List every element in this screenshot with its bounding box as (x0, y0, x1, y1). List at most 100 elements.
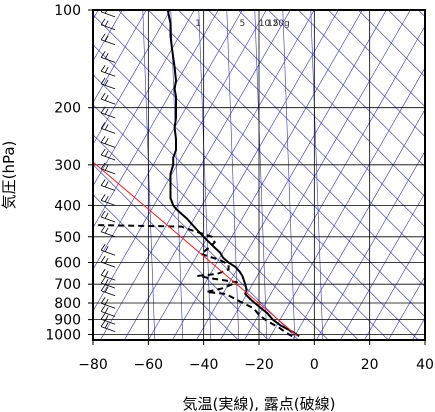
wind-barb-flag (104, 53, 109, 60)
wind-barb-flag (104, 94, 109, 101)
x-tick-label: −60 (134, 357, 164, 373)
mixing-ratio-label: 15 (267, 19, 278, 29)
wind-barb-flag (100, 210, 106, 218)
dewpoint-line (93, 224, 293, 338)
temperature-line (166, 10, 300, 338)
x-tick-label: 20 (361, 357, 379, 373)
y-tick-label: 500 (54, 230, 81, 246)
blue-curve-line (93, 74, 359, 340)
y-axis-title: 気圧(hPa) (0, 141, 18, 210)
y-tick-label: 700 (54, 277, 81, 293)
wind-barb-staff (100, 98, 116, 105)
wind-barb-flag (104, 20, 109, 27)
y-tick-label: 100 (54, 3, 81, 19)
grid (93, 10, 425, 340)
wind-barb (100, 313, 116, 325)
blue-curve-line (418, 10, 425, 18)
wind-barb-staff (100, 261, 116, 268)
blue-diagonal-line (292, 108, 425, 340)
blue-diagonal-line (268, 67, 425, 340)
wind-barb-flag (100, 255, 106, 263)
wind-barb-staff (100, 318, 116, 325)
wind-barb-flag (104, 270, 109, 277)
mixing-ratio-line (142, 10, 156, 340)
wind-barb (100, 296, 116, 309)
wind-barb (100, 284, 116, 297)
wind-barb-flag (104, 315, 109, 321)
wind-barb-flag (104, 196, 109, 203)
wind-barb (100, 320, 116, 333)
wind-barb-flag (100, 106, 106, 114)
wind-barb-flag (100, 122, 106, 129)
wind-barb-staff (100, 249, 116, 256)
blue-diagonal-line (196, 10, 387, 340)
y-tick-label: 200 (54, 101, 81, 117)
wind-barb-staff (100, 11, 116, 18)
wind-barb (100, 92, 116, 105)
wind-barb-flag (100, 268, 106, 276)
blue-diagonal-line (93, 10, 219, 229)
blue-curve-line (93, 134, 299, 340)
wind-barbs (100, 10, 116, 333)
wind-barb-flag (100, 65, 106, 72)
wind-barb-staff (100, 168, 116, 175)
blue-curve-line (178, 10, 425, 258)
blue-diagonal-line (93, 10, 243, 270)
wind-barb-staff (100, 326, 116, 333)
blue-curve-line (268, 10, 425, 168)
blue-curve-line (328, 10, 425, 108)
blue-diagonal-line (388, 275, 425, 340)
blue-diagonal-line (244, 25, 425, 340)
mixing-ratio-line (282, 10, 296, 340)
wind-barb (100, 18, 116, 31)
parcel-line (93, 161, 299, 337)
wind-barb-flag (104, 286, 109, 293)
wind-barb-flag (100, 179, 106, 186)
wind-barb-flag (104, 150, 109, 157)
mixing-ratio-label: 10 (259, 19, 271, 29)
blue-curve-line (93, 14, 419, 340)
wind-barb-staff (100, 231, 116, 238)
blue-curve-line (93, 194, 239, 340)
wind-barb (100, 51, 116, 63)
wind-barb (100, 33, 116, 46)
mixing-ratio-label: 5 (240, 19, 246, 29)
wind-barb (100, 276, 116, 289)
x-axis-title: 気温(実線), 露点(破線) (183, 395, 336, 412)
wind-barb-flag (104, 164, 109, 171)
wind-barb-flag (100, 148, 106, 156)
mixing-ratio-line (254, 10, 268, 340)
x-tick-label: −40 (189, 357, 219, 373)
x-tick-label: −80 (78, 357, 108, 373)
wind-barb-staff (100, 112, 116, 119)
blue-curve-line (93, 104, 329, 340)
blue-diagonal-line (93, 10, 171, 145)
wind-barb-flag (104, 227, 109, 234)
wind-barb-staff (100, 127, 116, 134)
blue-curve-line (93, 164, 269, 340)
wind-barb-flag (104, 246, 109, 252)
wind-barb (100, 210, 116, 223)
wind-barb-staff (100, 56, 116, 63)
y-tick-label: 600 (54, 255, 81, 271)
y-tick-label: 900 (54, 313, 81, 329)
wind-barb-flag (104, 299, 109, 305)
wind-barb-staff (100, 185, 116, 191)
blue-diagonal-line (316, 150, 425, 340)
wind-barb-flag (100, 296, 106, 304)
mixing-ratio-line (170, 10, 184, 340)
wind-barb-flag (104, 79, 109, 86)
wind-barb-flag (104, 278, 109, 285)
blue-curve-line (208, 10, 425, 228)
wind-barb-flag (100, 92, 106, 100)
blue-diagonal-line (100, 10, 291, 340)
wind-barb-flag (100, 162, 106, 170)
wind-barb-flag (100, 77, 106, 85)
mixing-ratio-line (226, 10, 240, 340)
wind-barb (100, 10, 116, 18)
wind-barb-staff (100, 216, 116, 223)
wind-barb (100, 225, 116, 238)
wind-barb-staff (100, 290, 116, 297)
